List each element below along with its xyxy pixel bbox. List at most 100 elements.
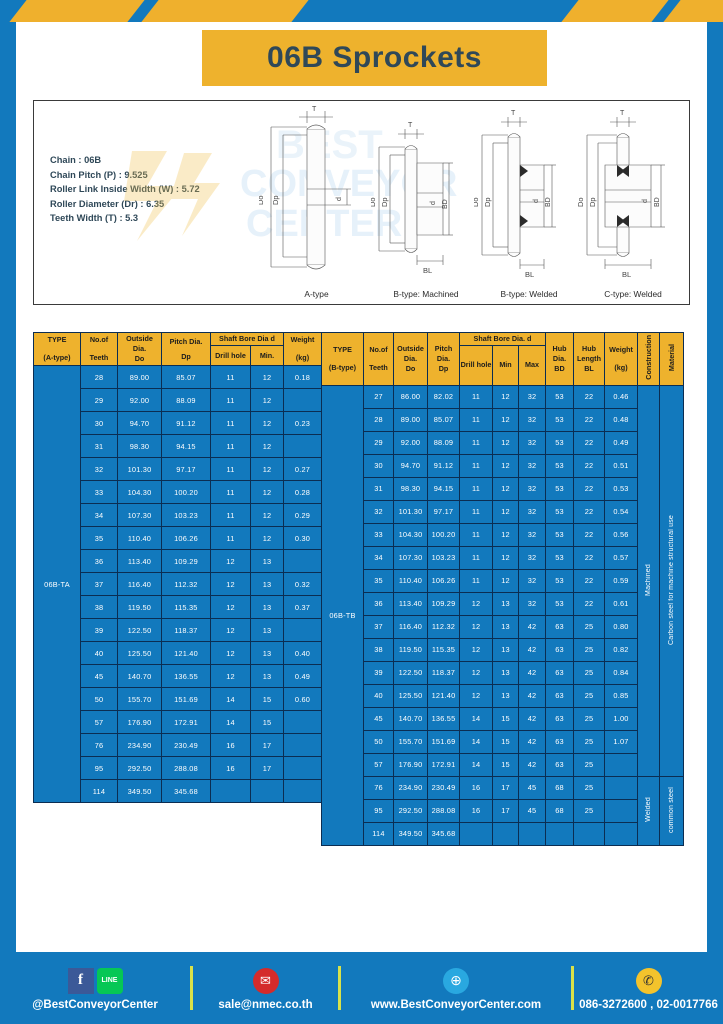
globe-icon[interactable]: ⊕	[443, 967, 469, 994]
cell-bd: 53	[545, 591, 574, 616]
cell-kg: 0.80	[604, 614, 638, 639]
cell-kg	[604, 752, 638, 777]
deco-chevron	[9, 0, 145, 22]
table-b-type: TYPE (B-type) No.of Teeth Outside Dia. D…	[321, 332, 684, 846]
cell-min: 12	[250, 411, 284, 435]
footer-email-group[interactable]: ✉ sale@nmec.co.th	[193, 966, 338, 1011]
cell-teeth: 31	[363, 476, 394, 501]
cell-dp: 345.68	[161, 779, 211, 803]
cell-drill: 12	[210, 549, 251, 573]
cell-do: 94.70	[393, 453, 428, 478]
svg-text:BD: BD	[545, 197, 552, 207]
cell-do: 125.50	[117, 641, 162, 665]
footer-website[interactable]: www.BestConveyorCenter.com	[370, 998, 542, 1011]
cell-do: 122.50	[393, 660, 428, 685]
cell-do: 92.00	[117, 388, 162, 412]
cell-bl: 25	[573, 729, 605, 754]
cell-teeth: 50	[363, 729, 394, 754]
drawing-panel: Chain : 06B Chain Pitch (P) : 9.525 Roll…	[33, 100, 690, 305]
cell-bl: 25	[573, 637, 605, 662]
footer-phone-icons: ✆	[635, 966, 662, 996]
cell-bd: 53	[545, 430, 574, 455]
cell-drill: 11	[459, 407, 493, 432]
cell-teeth: 114	[80, 779, 118, 803]
cell-min: 15	[492, 706, 519, 731]
cell-do: 292.50	[393, 798, 428, 823]
facebook-icon[interactable]: f	[67, 967, 94, 994]
deco-chevron	[663, 0, 723, 22]
drawing-caption-b-machined: B-type: Machined	[393, 289, 459, 299]
cell-teeth: 28	[80, 365, 118, 389]
spec-line-teeth: Teeth Width (T) : 5.3	[50, 213, 139, 224]
footer-email[interactable]: sale@nmec.co.th	[218, 998, 313, 1011]
cell-max: 32	[518, 453, 546, 478]
th-hubl-l3: BL	[584, 363, 594, 373]
th-teeth-b: No.of Teeth	[363, 332, 394, 386]
th-teeth: No.of Teeth	[80, 332, 118, 366]
construction-label: Welded	[645, 797, 652, 823]
cell-bd: 68	[545, 798, 574, 823]
email-icon[interactable]: ✉	[252, 967, 279, 994]
cell-teeth: 76	[363, 775, 394, 800]
cell-kg: 0.54	[604, 499, 638, 524]
cell-bd: 53	[545, 522, 574, 547]
cell-do: 101.30	[393, 499, 428, 524]
cell-min: 12	[492, 384, 519, 409]
cell-dp: 112.32	[161, 572, 211, 596]
cell-min: 13	[250, 572, 284, 596]
cell-do: 176.90	[393, 752, 428, 777]
table-row: 40 125.50 121.40 12 13 0.40	[34, 641, 322, 665]
footer-phone[interactable]: 086-3272600 , 02-0017766	[579, 998, 718, 1011]
table-row: 57 176.90 172.91 14 15 42 63 25	[322, 752, 684, 777]
cell-do: 92.00	[393, 430, 428, 455]
footer-facebook-handle[interactable]: @BestConveyorCenter	[32, 998, 158, 1011]
table-row: 45 140.70 136.55 12 13 0.49	[34, 664, 322, 688]
cell-max: 32	[518, 384, 546, 409]
cell-min	[492, 821, 519, 846]
line-icon[interactable]: LINE	[96, 967, 123, 994]
cell-bl: 25	[573, 775, 605, 800]
th-shaft-bore-group-b: Shaft Bore Dia. d	[459, 332, 546, 346]
table-row: 29 92.00 88.09 11 12 32 53 22 0.49	[322, 430, 684, 455]
cell-teeth: 95	[80, 756, 118, 780]
cell-kg	[283, 733, 322, 757]
th-drill-hole-b: Drill hole	[459, 345, 493, 386]
footer-divider	[571, 966, 574, 1010]
cell-kg: 0.84	[604, 660, 638, 685]
cell-dp: 88.09	[161, 388, 211, 412]
footer-phone-group[interactable]: ✆ 086-3272600 , 02-0017766	[574, 966, 723, 1011]
cell-kg: 0.46	[604, 384, 638, 409]
cell-teeth: 29	[80, 388, 118, 412]
svg-text:Do: Do	[577, 197, 585, 207]
phone-icon[interactable]: ✆	[635, 967, 662, 994]
cell-drill	[210, 779, 251, 803]
cell-drill: 12	[210, 572, 251, 596]
cell-teeth: 38	[363, 637, 394, 662]
cell-bl: 25	[573, 614, 605, 639]
cell-dp: 109.29	[427, 591, 460, 616]
table-row: 114 349.50 345.68	[322, 821, 684, 846]
table-row: 32 101.30 97.17 11 12 32 53 22 0.54	[322, 499, 684, 524]
cell-teeth: 30	[80, 411, 118, 435]
footer-social-group[interactable]: f LINE @BestConveyorCenter	[0, 966, 190, 1011]
cell-material: common steel	[659, 775, 684, 846]
cell-bd	[545, 821, 574, 846]
cell-bl: 25	[573, 683, 605, 708]
table-row: 50 155.70 151.69 14 15 0.60	[34, 687, 322, 711]
svg-text:BL: BL	[423, 266, 432, 275]
th-weight-l1: Weight	[290, 335, 315, 344]
cell-drill: 11	[459, 499, 493, 524]
th-type-sub: (A-type)	[43, 353, 71, 362]
cell-kg: 0.51	[604, 453, 638, 478]
table-row: 37 116.40 112.32 12 13 0.32	[34, 572, 322, 596]
cell-teeth: 50	[80, 687, 118, 711]
footer-website-group[interactable]: ⊕ www.BestConveyorCenter.com	[341, 966, 571, 1011]
th-teeth-b-sub: Teeth	[369, 362, 388, 372]
cell-drill: 12	[459, 591, 493, 616]
cell-dp: 112.32	[427, 614, 460, 639]
cell-do: 155.70	[393, 729, 428, 754]
cell-dp: 121.40	[427, 683, 460, 708]
cell-teeth: 57	[80, 710, 118, 734]
cell-bd: 63	[545, 660, 574, 685]
table-row: 33 104.30 100.20 11 12 32 53 22 0.56	[322, 522, 684, 547]
